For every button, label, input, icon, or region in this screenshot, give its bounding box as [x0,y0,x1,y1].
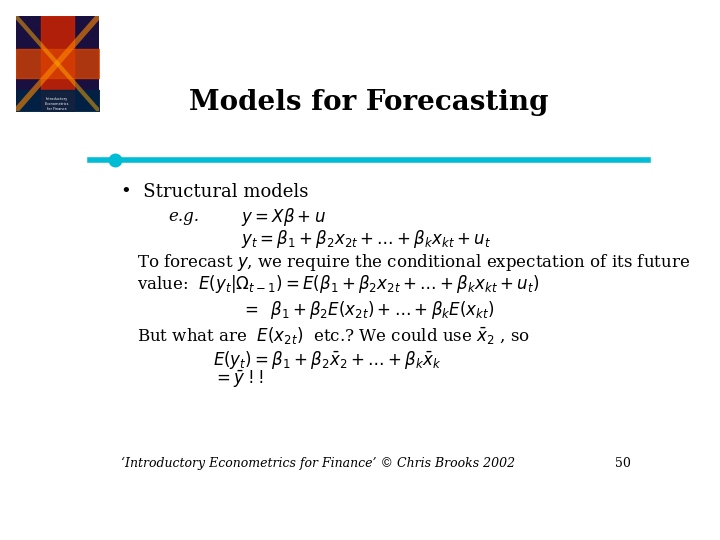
Text: Models for Forecasting: Models for Forecasting [189,89,549,116]
Text: Econometrics: Econometrics [45,102,70,106]
Text: $E\left(y_t\right)= \beta_1 + \beta_2\bar{x}_2 + \ldots + \beta_k\bar{x}_k$: $E\left(y_t\right)= \beta_1 + \beta_2\ba… [213,349,441,371]
Text: But what are  $E(x_{2t})$  etc.? We could use $\bar{x}_2$ , so: But what are $E(x_{2t})$ etc.? We could … [138,325,531,346]
Text: To forecast $y$, we require the conditional expectation of its future: To forecast $y$, we require the conditio… [138,252,690,273]
Text: 50: 50 [616,457,631,470]
Text: $y_t = \beta_1 + \beta_2 x_{2t} + \ldots + \beta_k x_{kt} + u_t$: $y_t = \beta_1 + \beta_2 x_{2t} + \ldots… [240,227,491,249]
Text: for Finance: for Finance [48,107,67,111]
Text: $y = X\beta + u$: $y = X\beta + u$ [240,206,325,227]
Text: e.g.: e.g. [168,208,199,225]
Text: •  Structural models: • Structural models [121,183,308,201]
Text: ‘Introductory Econometrics for Finance’ © Chris Brooks 2002: ‘Introductory Econometrics for Finance’ … [121,456,515,470]
Text: $=\bar{y}\;!!$: $=\bar{y}\;!!$ [213,369,264,390]
Text: $= \;\; \beta_1 + \beta_2 E(x_{2t})+\ldots+ \beta_k E(x_{kt})$: $= \;\; \beta_1 + \beta_2 E(x_{2t})+\ldo… [240,299,495,321]
Text: value:  $E\left(y_t|\Omega_{t-1}\right)= E\left(\beta_1 + \beta_2 x_{2t} + \ldot: value: $E\left(y_t|\Omega_{t-1}\right)= … [138,273,539,295]
Text: Introductory: Introductory [46,97,68,102]
